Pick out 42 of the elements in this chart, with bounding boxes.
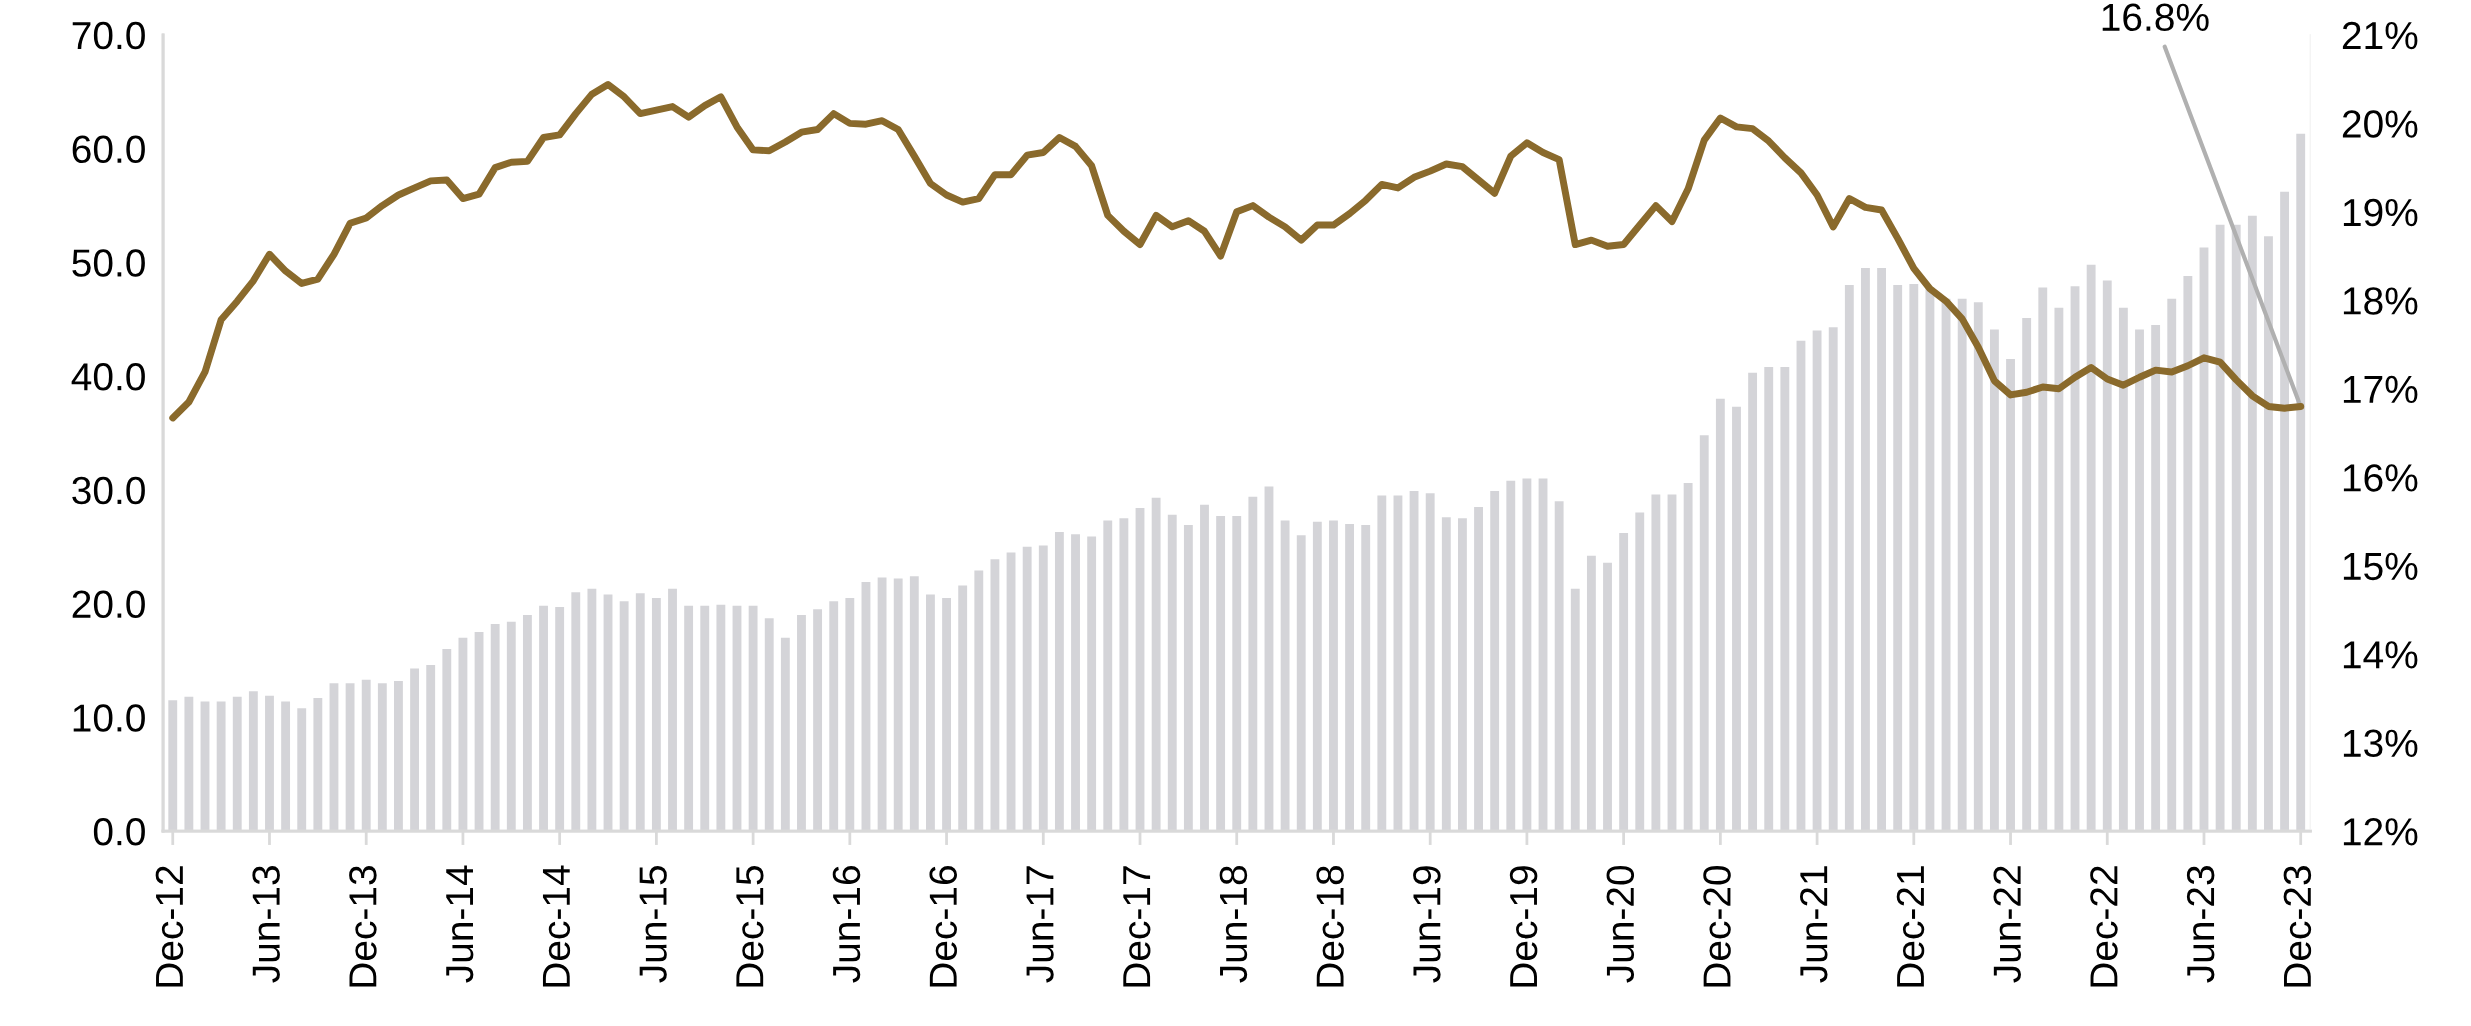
y2-tick-label: 12%	[2343, 818, 2418, 846]
x-tick-label: Jun-13	[252, 866, 280, 983]
y-tick-label: 10.0	[73, 704, 145, 732]
x-tick-label: Dec-12	[155, 866, 184, 987]
y-tick-label: 50.0	[72, 249, 145, 277]
y2-tick-label: 17%	[2343, 375, 2418, 404]
x-tick-label: Jun-17	[1026, 866, 1054, 983]
x-tick-label: Dec-15	[736, 866, 764, 987]
x-tick-label: Jun-16	[832, 866, 861, 983]
y2-tick-label: 13%	[2343, 729, 2418, 758]
x-tick-label: Jun-23	[2186, 866, 2215, 983]
annotation: 16.8%	[2102, 3, 2209, 32]
x-tick-label: Jun-20	[1606, 865, 1635, 983]
y2-tick-label: 18%	[2343, 287, 2418, 315]
y2-tick-label: 16%	[2343, 464, 2418, 492]
x-tick-label: Jun-19	[1413, 866, 1441, 983]
y-tick-label: 70.0	[72, 21, 145, 50]
x-tick-label: Dec-13	[349, 866, 377, 987]
x-tick-label: Jun-14	[446, 865, 474, 983]
y-tick-label: 0.0	[93, 818, 145, 846]
x-tick-label: Dec-18	[1316, 866, 1344, 987]
x-tick-label: Dec-17	[1123, 866, 1151, 987]
y2-tick-label: 20%	[2342, 110, 2418, 138]
x-tick-label: Jun-21	[1799, 866, 1828, 983]
y2-tick-label: 21%	[2342, 21, 2418, 50]
y2-tick-label: 14%	[2343, 641, 2418, 669]
y-tick-label: 60.0	[72, 135, 145, 164]
x-tick-label: Dec-16	[929, 866, 957, 987]
x-tick-label: Dec-23	[2283, 866, 2312, 987]
x-tick-label: Dec-20	[1703, 865, 1731, 987]
y2-tick-label: 19%	[2343, 198, 2418, 227]
x-tick-label: Dec-14	[542, 865, 571, 987]
x-tick-label: Jun-22	[1993, 866, 2021, 983]
x-tick-label: Dec-21	[1896, 866, 1925, 987]
y-tick-label: 20.0	[72, 590, 145, 619]
y-tick-label: 30.0	[72, 476, 145, 505]
x-tick-label: Dec-19	[1509, 866, 1538, 987]
x-tick-label: Jun-18	[1219, 866, 1248, 983]
y-tick-label: 40.0	[71, 363, 145, 391]
y2-tick-label: 15%	[2343, 552, 2418, 581]
x-tick-label: Jun-15	[639, 866, 667, 983]
x-tick-label: Dec-22	[2090, 866, 2118, 987]
